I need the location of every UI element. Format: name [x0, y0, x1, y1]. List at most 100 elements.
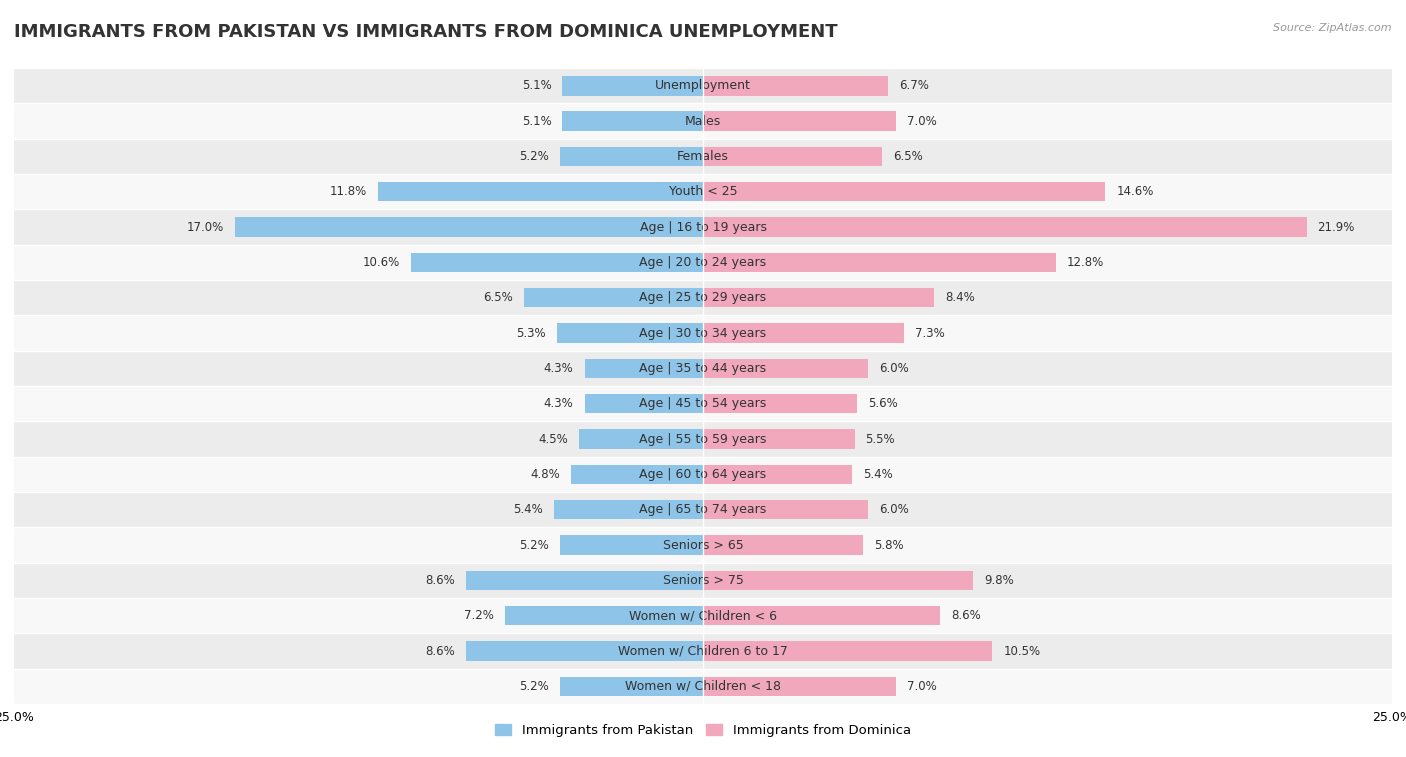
Text: 5.4%: 5.4% — [863, 468, 893, 481]
Bar — [560, 677, 703, 696]
Text: 5.1%: 5.1% — [522, 114, 551, 128]
Text: Age | 35 to 44 years: Age | 35 to 44 years — [640, 362, 766, 375]
Text: 8.6%: 8.6% — [950, 609, 981, 622]
Text: Women w/ Children 6 to 17: Women w/ Children 6 to 17 — [619, 644, 787, 658]
Text: 5.1%: 5.1% — [522, 79, 551, 92]
Bar — [562, 76, 703, 95]
Bar — [14, 562, 1392, 598]
Bar — [703, 147, 882, 167]
Text: Age | 45 to 54 years: Age | 45 to 54 years — [640, 397, 766, 410]
Text: 7.0%: 7.0% — [907, 680, 936, 693]
Bar — [14, 68, 1392, 104]
Text: 4.3%: 4.3% — [544, 362, 574, 375]
Bar — [562, 111, 703, 131]
Bar — [14, 386, 1392, 422]
Text: 11.8%: 11.8% — [329, 185, 367, 198]
Bar — [14, 422, 1392, 456]
Text: Age | 30 to 34 years: Age | 30 to 34 years — [640, 326, 766, 340]
Text: 14.6%: 14.6% — [1116, 185, 1154, 198]
Text: 4.5%: 4.5% — [538, 432, 568, 446]
Text: 5.2%: 5.2% — [519, 538, 548, 552]
Bar — [14, 245, 1392, 280]
Bar — [14, 210, 1392, 245]
Text: 6.0%: 6.0% — [879, 362, 910, 375]
Text: Age | 55 to 59 years: Age | 55 to 59 years — [640, 432, 766, 446]
Bar — [505, 606, 703, 625]
Bar — [14, 668, 1392, 704]
Bar — [14, 316, 1392, 350]
Text: 4.8%: 4.8% — [530, 468, 560, 481]
Legend: Immigrants from Pakistan, Immigrants from Dominica: Immigrants from Pakistan, Immigrants fro… — [491, 718, 915, 742]
Bar — [703, 465, 852, 484]
Text: 10.6%: 10.6% — [363, 256, 399, 269]
Bar — [703, 394, 858, 413]
Text: 4.3%: 4.3% — [544, 397, 574, 410]
Text: 10.5%: 10.5% — [1004, 644, 1040, 658]
Bar — [703, 429, 855, 449]
Bar — [703, 253, 1056, 273]
Text: 7.0%: 7.0% — [907, 114, 936, 128]
Text: 6.5%: 6.5% — [893, 150, 922, 163]
Bar — [585, 394, 703, 413]
Text: 8.4%: 8.4% — [945, 291, 976, 304]
Text: Source: ZipAtlas.com: Source: ZipAtlas.com — [1274, 23, 1392, 33]
Text: Age | 20 to 24 years: Age | 20 to 24 years — [640, 256, 766, 269]
Bar — [14, 598, 1392, 634]
Bar — [554, 500, 703, 519]
Text: 17.0%: 17.0% — [186, 220, 224, 234]
Text: Women w/ Children < 6: Women w/ Children < 6 — [628, 609, 778, 622]
Bar — [703, 76, 887, 95]
Bar — [703, 535, 863, 555]
Bar — [14, 456, 1392, 492]
Text: Females: Females — [678, 150, 728, 163]
Bar — [703, 217, 1306, 237]
Bar — [465, 571, 703, 590]
Text: Women w/ Children < 18: Women w/ Children < 18 — [626, 680, 780, 693]
Text: Youth < 25: Youth < 25 — [669, 185, 737, 198]
Bar — [378, 182, 703, 201]
Bar — [465, 641, 703, 661]
Text: 6.7%: 6.7% — [898, 79, 928, 92]
Text: 9.8%: 9.8% — [984, 574, 1014, 587]
Bar — [703, 500, 869, 519]
Text: Males: Males — [685, 114, 721, 128]
Text: 5.2%: 5.2% — [519, 150, 548, 163]
Bar — [560, 147, 703, 167]
Text: Age | 16 to 19 years: Age | 16 to 19 years — [640, 220, 766, 234]
Bar — [14, 528, 1392, 562]
Text: Age | 60 to 64 years: Age | 60 to 64 years — [640, 468, 766, 481]
Bar — [524, 288, 703, 307]
Bar — [703, 323, 904, 343]
Text: 21.9%: 21.9% — [1317, 220, 1355, 234]
Bar — [571, 465, 703, 484]
Text: 12.8%: 12.8% — [1067, 256, 1104, 269]
Text: Unemployment: Unemployment — [655, 79, 751, 92]
Bar — [579, 429, 703, 449]
Text: 7.3%: 7.3% — [915, 326, 945, 340]
Text: Age | 25 to 29 years: Age | 25 to 29 years — [640, 291, 766, 304]
Text: 5.4%: 5.4% — [513, 503, 543, 516]
Bar — [560, 535, 703, 555]
Bar — [703, 111, 896, 131]
Bar — [703, 677, 896, 696]
Text: 7.2%: 7.2% — [464, 609, 494, 622]
Bar — [14, 104, 1392, 139]
Bar — [557, 323, 703, 343]
Bar — [703, 288, 935, 307]
Bar — [14, 634, 1392, 668]
Bar — [235, 217, 703, 237]
Text: 8.6%: 8.6% — [425, 574, 456, 587]
Text: Age | 65 to 74 years: Age | 65 to 74 years — [640, 503, 766, 516]
Bar — [703, 641, 993, 661]
Text: 5.3%: 5.3% — [516, 326, 546, 340]
Bar — [14, 350, 1392, 386]
Bar — [14, 139, 1392, 174]
Bar — [703, 606, 941, 625]
Text: 5.2%: 5.2% — [519, 680, 548, 693]
Text: IMMIGRANTS FROM PAKISTAN VS IMMIGRANTS FROM DOMINICA UNEMPLOYMENT: IMMIGRANTS FROM PAKISTAN VS IMMIGRANTS F… — [14, 23, 838, 41]
Bar — [703, 359, 869, 378]
Bar — [703, 571, 973, 590]
Bar — [703, 182, 1105, 201]
Text: 5.6%: 5.6% — [869, 397, 898, 410]
Bar — [14, 280, 1392, 316]
